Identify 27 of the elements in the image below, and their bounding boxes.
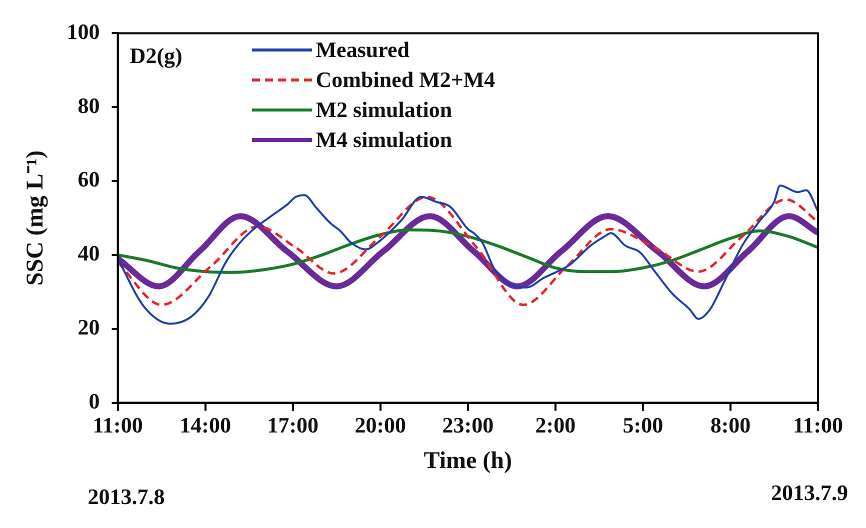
y-tick-label: 40	[78, 240, 100, 266]
y-tick-label: 100	[66, 18, 100, 44]
legend-label: Measured	[316, 37, 410, 64]
y-tick-label: 80	[78, 92, 100, 118]
x-tick-label: 2:00	[535, 412, 576, 438]
x-tick-label: 5:00	[622, 412, 664, 438]
y-axis-title: SSC (mg L⁻¹)	[22, 150, 49, 286]
y-tick-label: 20	[78, 314, 100, 340]
x-axis-title: Time (h)	[424, 448, 512, 474]
y-tick-label: 0	[88, 388, 100, 414]
legend-label: M2 simulation	[316, 97, 452, 124]
x-tick-label: 14:00	[180, 412, 231, 438]
line-series	[118, 196, 818, 306]
text: 2013.7.8	[88, 484, 165, 509]
x-tick-label: 11:00	[92, 412, 143, 438]
legend-label: Combined M2+M4	[316, 67, 496, 94]
x-tick-label: 11:00	[792, 412, 844, 438]
annotation: D2(g)	[130, 43, 182, 68]
legend-label: M4 simulation	[316, 127, 452, 154]
text: 2013.7.9	[771, 480, 848, 505]
y-tick-label: 60	[78, 166, 100, 192]
x-tick-label: 20:00	[354, 412, 406, 438]
x-tick-label: 8:00	[710, 412, 751, 438]
line-series	[118, 184, 818, 325]
line-series	[118, 228, 818, 274]
x-tick-label: 23:00	[442, 412, 494, 438]
x-tick-label: 17:00	[267, 412, 319, 438]
